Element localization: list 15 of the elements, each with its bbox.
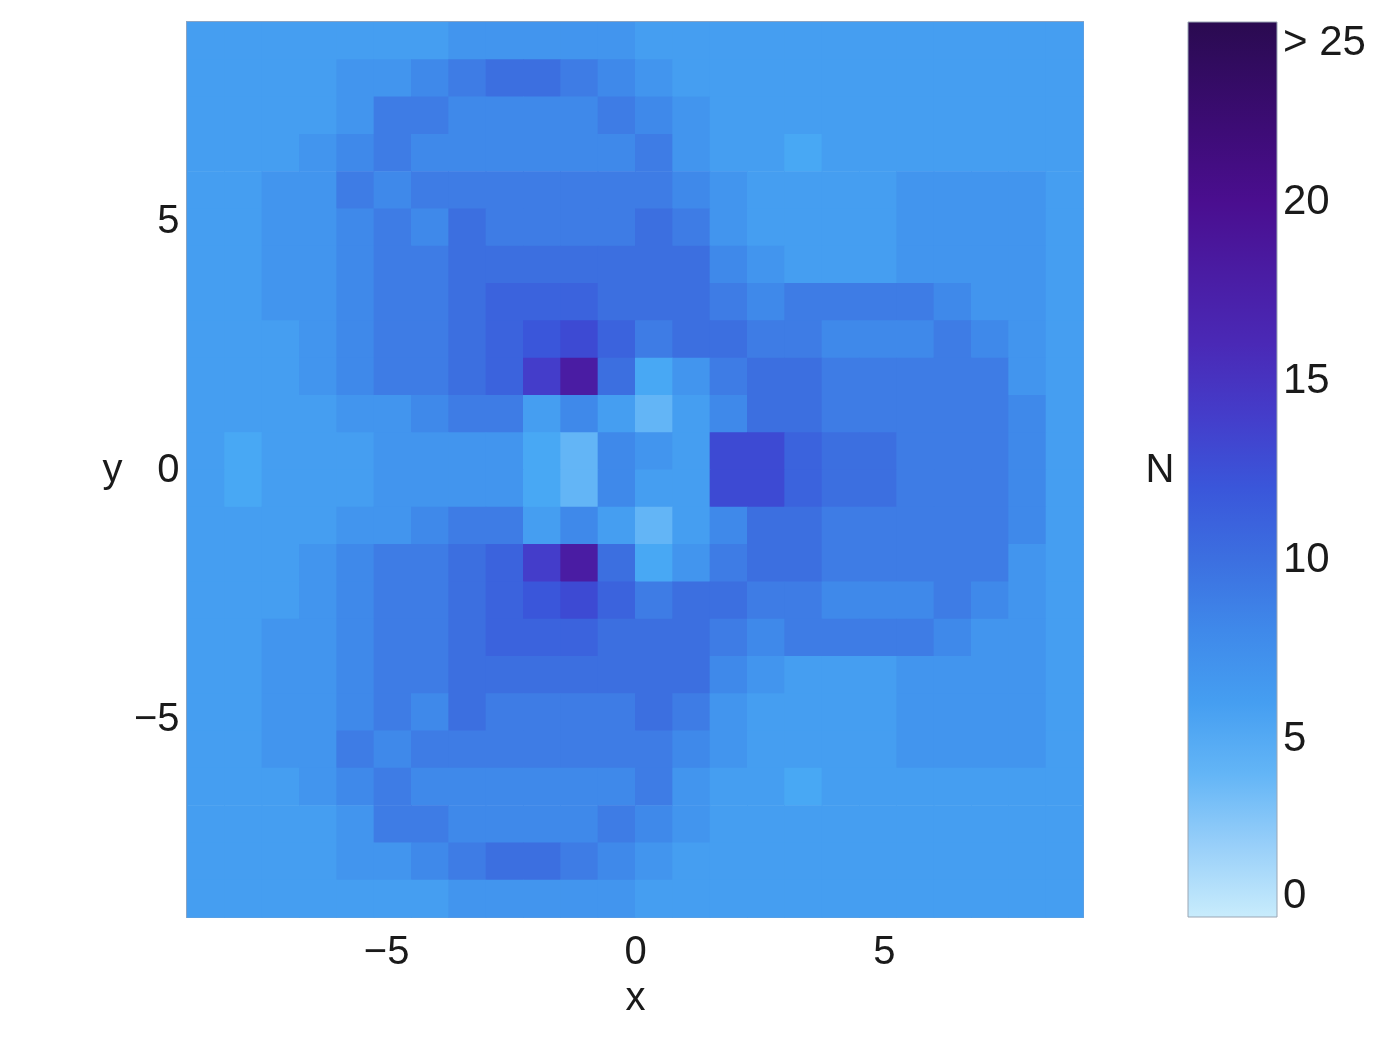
x-tick-label: 0 bbox=[624, 927, 647, 972]
x-axis-title: x bbox=[625, 973, 646, 1018]
color-bar-label: > 25 bbox=[1283, 17, 1366, 64]
x-tick-label: −5 bbox=[363, 927, 410, 972]
color-bar-label: 20 bbox=[1283, 176, 1330, 223]
color-bar-label: 15 bbox=[1283, 355, 1330, 402]
color-bar-label: 5 bbox=[1283, 713, 1307, 760]
y-axis-title: y bbox=[102, 446, 123, 490]
color-bar-title: N bbox=[1145, 445, 1175, 490]
x-tick-label: 5 bbox=[873, 927, 896, 972]
color-bar-label: 10 bbox=[1283, 534, 1330, 581]
y-tick-label: 0 bbox=[157, 446, 180, 490]
y-tick-label: 5 bbox=[157, 197, 180, 242]
color-bar-label: 0 bbox=[1283, 870, 1307, 917]
y-tick-label: −5 bbox=[133, 694, 180, 739]
